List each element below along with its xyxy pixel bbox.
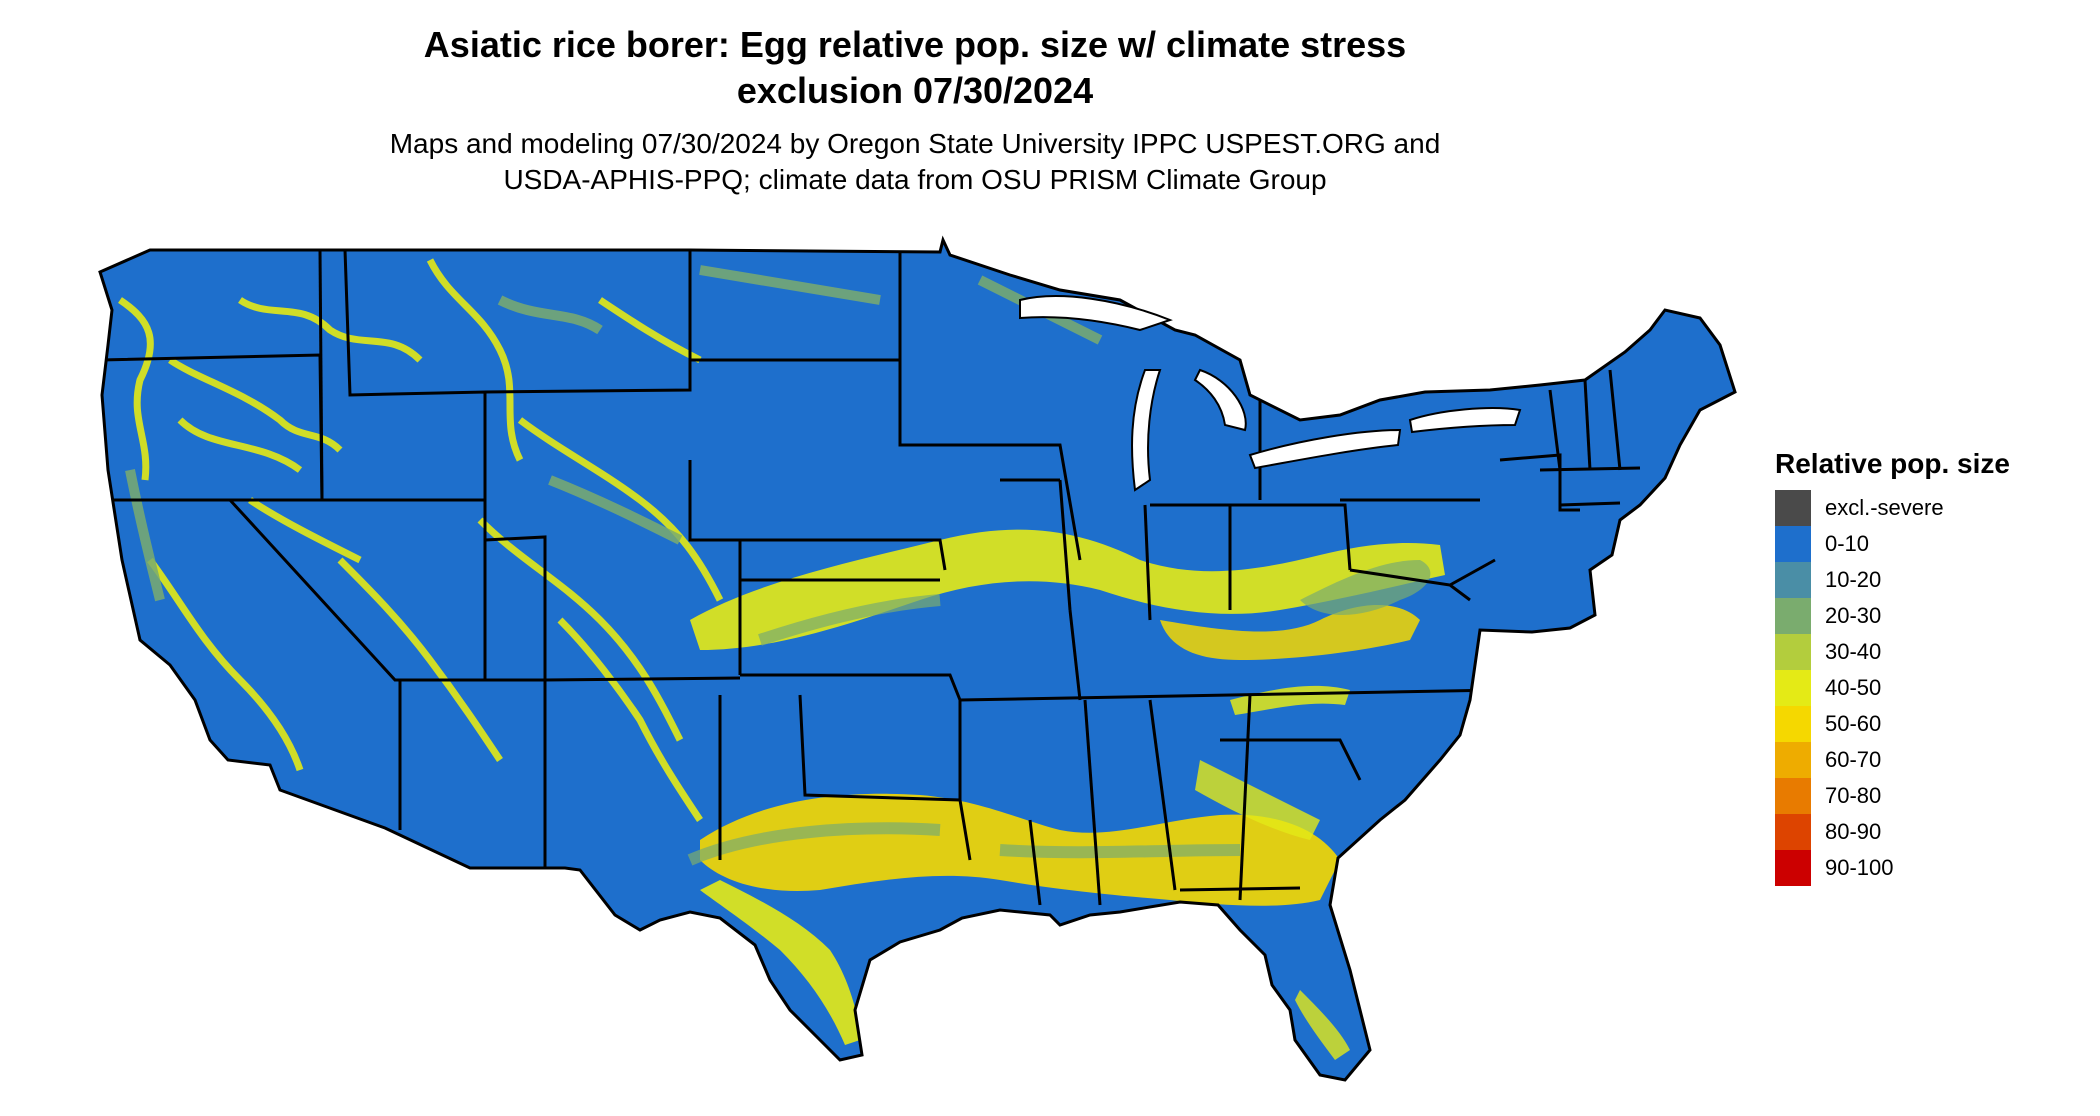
legend: Relative pop. size excl.-severe 0-10 10-20…: [1775, 448, 2010, 886]
legend-label: 10-20: [1825, 567, 1882, 592]
great-lakes: [1019, 295, 1522, 492]
legend-swatch: [1775, 778, 1811, 814]
legend-item: 50-60: [1775, 706, 2010, 742]
legend-item: 40-50: [1775, 670, 2010, 706]
risk-class-40-60-west: [118, 258, 724, 822]
risk-raster: [100, 240, 1735, 1080]
legend-swatch: [1775, 490, 1811, 526]
title-line-2: exclusion 07/30/2024: [736, 70, 1094, 111]
legend-label: 80-90: [1825, 819, 1882, 844]
legend-label: 30-40: [1825, 639, 1882, 664]
map-subtitle: Maps and modeling 07/30/2024 by Oregon S…: [0, 126, 1830, 198]
risk-class-20-30-south: [687, 594, 1241, 866]
legend-swatch: [1775, 850, 1811, 886]
legend-swatch: [1775, 526, 1811, 562]
legend-item: 10-20: [1775, 562, 2010, 598]
subtitle-line-1: Maps and modeling 07/30/2024 by Oregon S…: [389, 128, 1441, 159]
legend-item: 0-10: [1775, 526, 2010, 562]
legend-label: 0-10: [1825, 531, 1870, 556]
legend-label: 20-30: [1825, 603, 1882, 628]
legend-item: 80-90: [1775, 814, 2010, 850]
legend-label: 90-100: [1825, 855, 1894, 880]
legend-swatch: [1775, 706, 1811, 742]
map-title: Asiatic rice borer: Egg relative pop. si…: [0, 22, 1830, 114]
legend-label: 70-80: [1825, 783, 1882, 808]
legend-swatch: [1775, 562, 1811, 598]
legend-label: 60-70: [1825, 747, 1882, 772]
risk-class-0-10-area: [100, 240, 1735, 1080]
legend-item: 20-30: [1775, 598, 2010, 634]
legend-label: excl.-severe: [1825, 495, 1944, 520]
us-risk-map: [98, 235, 1737, 1082]
title-line-1: Asiatic rice borer: Egg relative pop. si…: [423, 24, 1407, 65]
legend-label: 50-60: [1825, 711, 1882, 736]
legend-swatch: [1775, 598, 1811, 634]
legend-item: 60-70: [1775, 742, 2010, 778]
legend-items: excl.-severe 0-10 10-20 20-30 30-40 40-50 50-6…: [1775, 490, 2010, 886]
legend-swatch: [1775, 670, 1811, 706]
legend-swatch: [1775, 634, 1811, 670]
legend-swatch: [1775, 742, 1811, 778]
legend-item: excl.-severe: [1775, 490, 2010, 526]
legend-item: 90-100: [1775, 850, 2010, 886]
legend-item: 30-40: [1775, 634, 2010, 670]
us-outline: [98, 235, 1737, 1082]
risk-class-40-60-central: [690, 529, 1445, 660]
legend-swatch: [1775, 814, 1811, 850]
legend-title: Relative pop. size: [1775, 448, 2010, 479]
legend-item: 70-80: [1775, 778, 2010, 814]
subtitle-line-2: USDA-APHIS-PPQ; climate data from OSU PR…: [503, 164, 1327, 195]
legend-label: 40-50: [1825, 675, 1882, 700]
